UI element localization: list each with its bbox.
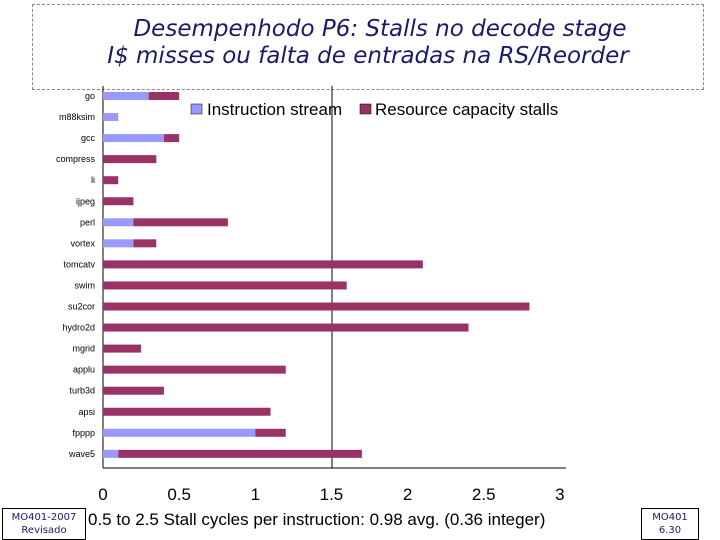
x-tick-label-0.5: 0.5 — [167, 485, 191, 504]
x-tick-label-1: 1 — [251, 485, 260, 504]
x-tick-labels: 0 0.5 1 1.5 2 2.5 3 — [98, 485, 564, 504]
category-label-gcc: gcc — [81, 133, 96, 143]
slide-title-line-1: Desempenhodo P6: Stalls no decode stage — [133, 16, 627, 42]
x-tick-label-3: 3 — [555, 485, 564, 504]
bar-gcc-resource-capacity — [163, 134, 180, 143]
category-labels: go m88ksim gcc compress li ijpeg perl vortex tom… — [56, 91, 96, 459]
x-tick-label-2.5: 2.5 — [472, 485, 496, 504]
chart-caption: 0.5 to 2.5 Stall cycles per instruction:… — [88, 510, 546, 529]
bar-wave5-instruction-stream — [103, 449, 119, 458]
bar-m88ksim-instruction-stream — [103, 113, 119, 122]
bar-go-resource-capacity — [148, 92, 180, 100]
bar-su2cor-resource-capacity — [103, 302, 530, 311]
bar-fpppp-resource-capacity — [255, 428, 286, 437]
category-label-ijpeg: ijpeg — [76, 196, 95, 206]
footer-left-box: MO401-2007 Revisado — [2, 508, 86, 540]
category-label-turb3d: turb3d — [69, 386, 95, 396]
category-label-applu: applu — [73, 365, 95, 375]
bar-perl-resource-capacity — [133, 218, 228, 227]
category-label-perl: perl — [80, 217, 95, 227]
footer-right-box: MO401 6.30 — [641, 508, 699, 540]
slide-title-line-2: I$ misses ou falta de entradas na RS/Reo… — [107, 43, 629, 69]
bar-tomcatv-resource-capacity — [103, 260, 423, 269]
category-label-swim: swim — [75, 280, 96, 290]
footer-left-note: Revisado — [21, 525, 67, 536]
legend-label-resource-capacity: Resource capacity stalls — [375, 100, 558, 119]
bar-mgrid-resource-capacity — [103, 344, 142, 353]
bar-ijpeg-resource-capacity — [103, 197, 134, 206]
bar-compress-resource-capacity — [103, 155, 157, 164]
bars — [103, 92, 530, 458]
footer-right-course: MO401 — [652, 512, 688, 523]
category-label-m88ksim: m88ksim — [59, 112, 95, 122]
bar-perl-instruction-stream — [103, 218, 134, 227]
category-label-li: li — [91, 175, 95, 185]
category-label-wave5: wave5 — [68, 449, 95, 459]
category-label-tomcatv: tomcatv — [63, 259, 95, 269]
bar-li-resource-capacity — [103, 176, 119, 185]
category-label-compress: compress — [56, 154, 96, 164]
category-label-go: go — [85, 91, 95, 101]
bar-apsi-resource-capacity — [103, 407, 271, 416]
x-tick-label-2: 2 — [403, 485, 412, 504]
legend-swatch-resource-capacity — [359, 103, 372, 115]
bar-swim-resource-capacity — [103, 281, 347, 290]
bar-vortex-instruction-stream — [103, 239, 134, 248]
axes — [102, 86, 566, 469]
x-tick-label-0: 0 — [98, 485, 107, 504]
bar-go-instruction-stream — [103, 92, 149, 100]
bar-gcc-instruction-stream — [103, 134, 164, 143]
legend-label-instruction-stream: Instruction stream — [207, 100, 342, 119]
category-label-vortex: vortex — [70, 238, 95, 248]
x-tick-label-1.5: 1.5 — [320, 485, 344, 504]
footer-left-course: MO401-2007 — [11, 512, 77, 523]
category-label-mgrid: mgrid — [72, 344, 95, 354]
legend: Instruction stream Resource capacity sta… — [190, 100, 558, 119]
legend-swatch-instruction-stream — [190, 103, 203, 115]
title-box — [32, 4, 704, 90]
bar-hydro2d-resource-capacity — [103, 323, 469, 332]
footer-right-page: 6.30 — [658, 525, 682, 536]
category-label-apsi: apsi — [78, 407, 95, 417]
category-label-fpppp: fpppp — [72, 428, 95, 438]
category-label-hydro2d: hydro2d — [62, 323, 95, 333]
category-label-su2cor: su2cor — [68, 302, 95, 312]
bar-applu-resource-capacity — [103, 365, 286, 374]
bar-wave5-resource-capacity — [118, 449, 362, 458]
bar-turb3d-resource-capacity — [103, 386, 164, 395]
bar-vortex-resource-capacity — [133, 239, 157, 248]
bar-fpppp-instruction-stream — [103, 428, 256, 437]
